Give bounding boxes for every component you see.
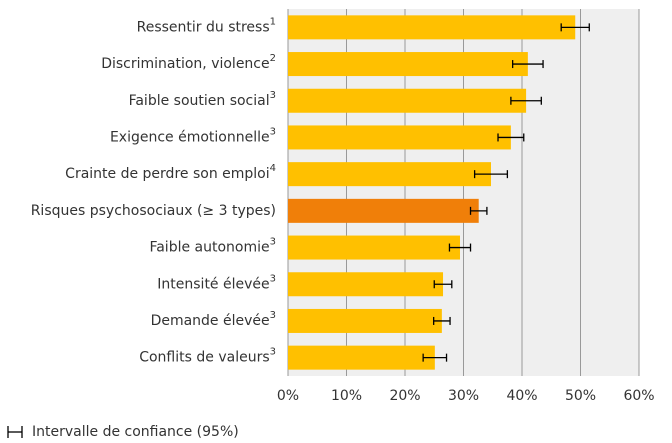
y-tick-label: Ressentir du stress1 [137,16,276,35]
x-tick-label: 60% [623,388,654,404]
error-bar [473,170,509,179]
x-tick-label: 40% [506,388,537,404]
category-label: Exigence émotionnelle [110,129,270,145]
bar [288,125,511,150]
legend-label: Intervalle de confiance (95%) [32,424,239,440]
category-note: 3 [270,90,276,101]
error-bar [422,353,448,362]
bar [288,162,491,187]
error-bar [497,133,525,142]
error-bar [560,23,590,32]
error-bar [433,280,453,289]
bar [288,308,442,333]
category-label: Conflits de valeurs [139,350,269,366]
bar [288,345,435,370]
category-label: Risques psychosociaux (≥ 3 types) [31,203,276,219]
x-tick-label: 30% [448,388,479,404]
category-label: Ressentir du stress [137,19,270,35]
error-bar [448,243,472,252]
x-tick-label: 0% [277,388,299,404]
category-note: 3 [270,273,276,284]
bar [288,52,528,77]
category-label: Faible autonomie [149,240,269,256]
y-tick-label: Demande élevée3 [151,310,276,329]
category-label: Intensité élevée [157,276,269,292]
category-note: 3 [270,126,276,137]
y-tick-label: Discrimination, violence2 [101,53,276,72]
category-note: 4 [270,163,276,174]
x-tick-label: 10% [331,388,362,404]
bar [288,272,444,297]
category-note: 3 [270,237,276,248]
category-note: 2 [270,53,276,64]
error-bar [510,96,542,105]
y-tick-label: Crainte de perdre son emploi4 [65,163,276,182]
error-bar [433,316,451,325]
y-tick-label: Faible soutien social3 [129,90,276,109]
y-tick-label: Intensité élevée3 [157,273,276,292]
bar [288,235,460,260]
y-tick-label: Risques psychosociaux (≥ 3 types) [31,203,276,219]
error-bar [511,60,544,69]
category-note: 3 [270,310,276,321]
bar [288,88,527,113]
category-label: Crainte de perdre son emploi [65,166,269,182]
category-note: 1 [270,16,276,27]
y-tick-label: Faible autonomie3 [149,237,276,256]
category-label: Demande élevée [151,313,270,329]
error-bar [469,206,488,215]
category-note: 3 [270,347,276,358]
bar [288,198,479,223]
bar [288,15,576,40]
category-label: Faible soutien social [129,93,270,109]
y-tick-label: Exigence émotionnelle3 [110,126,276,145]
x-tick-label: 50% [565,388,596,404]
x-tick-label: 20% [389,388,420,404]
y-tick-label: Conflits de valeurs3 [139,347,276,366]
category-label: Discrimination, violence [101,56,269,72]
